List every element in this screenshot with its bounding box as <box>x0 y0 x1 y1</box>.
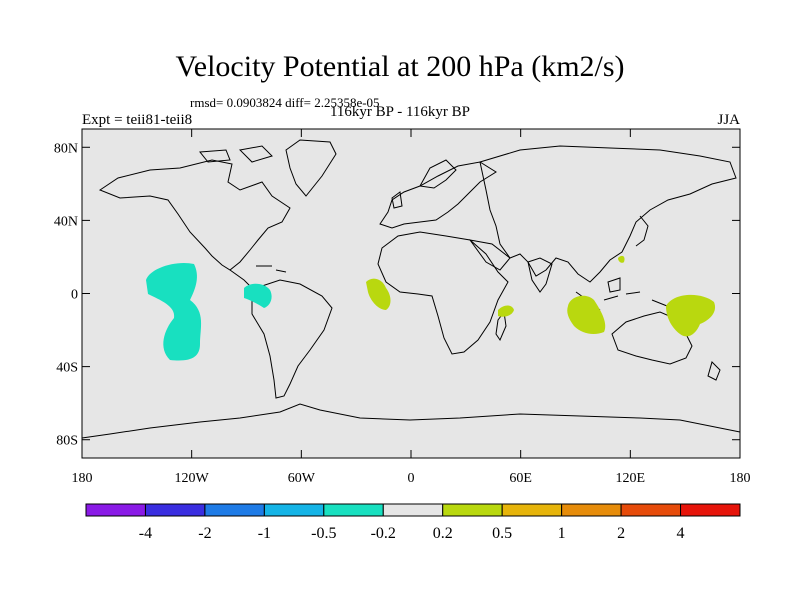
colorbar-label: 0.5 <box>492 525 512 542</box>
northern-south-america-negative <box>244 283 272 308</box>
colorbar-label: -1 <box>258 525 271 542</box>
lon-tick-label: 120E <box>616 471 646 486</box>
colorbar-label: -4 <box>139 525 152 542</box>
lon-tick-label: 60E <box>509 471 532 486</box>
western-pacific-positive <box>666 294 716 337</box>
colorbar: -4 -2 -1 -0.5 -0.2 0.2 0.5 1 2 4 <box>85 503 741 542</box>
colorbar-label: 2 <box>617 525 625 542</box>
season-label: JJA <box>717 112 740 128</box>
lon-tick-label: 120W <box>175 471 210 486</box>
anomaly-regions <box>146 255 716 361</box>
lon-tick-label: 180 <box>72 471 93 486</box>
tick-labels: 80N 40N 0 40S 80S 180 120W 60W 0 60E 120E 180 <box>54 141 751 486</box>
map-title: Velocity Potential at 200 hPa (km2/s) <box>175 50 625 83</box>
experiment-label: Expt = teii81-teii8 <box>82 112 193 128</box>
colorbar-segment <box>144 503 206 517</box>
colorbar-segment <box>323 503 384 517</box>
stats-text: rmsd= 0.0903824 diff= 2.25358e-05 <box>190 95 380 110</box>
colorbar-label: 0.2 <box>433 525 453 542</box>
lon-tick-label: 60W <box>288 471 316 486</box>
colorbar-segment <box>561 503 622 517</box>
colorbar-label: 4 <box>677 525 685 542</box>
lat-tick-label: 80S <box>56 434 78 449</box>
colorbar-label: -0.2 <box>371 525 396 542</box>
central-pacific-negative <box>146 262 202 361</box>
lon-tick-label: 180 <box>730 471 751 486</box>
colorbar-segment <box>204 503 265 517</box>
colorbar-segment <box>85 503 146 517</box>
colorbar-segment <box>382 503 444 517</box>
lat-tick-label: 40S <box>56 361 78 376</box>
period-label: 116kyr BP - 116kyr BP <box>329 104 470 120</box>
colorbar-segment <box>620 503 682 517</box>
gulf-of-guinea-positive <box>366 278 391 310</box>
axis-ticks <box>81 129 741 458</box>
east-china-sea-positive <box>618 255 625 263</box>
colorbar-segment <box>501 503 563 517</box>
colorbar-segment <box>442 503 503 517</box>
colorbar-label: -0.5 <box>311 525 336 542</box>
lat-tick-label: 40N <box>54 214 78 229</box>
lat-tick-label: 0 <box>71 288 78 303</box>
lat-tick-label: 80N <box>54 141 78 156</box>
colorbar-segment <box>680 503 741 517</box>
madagascar-positive <box>498 305 514 317</box>
colorbar-segment <box>263 503 325 517</box>
colorbar-label: -2 <box>198 525 211 542</box>
colorbar-label: 1 <box>558 525 566 542</box>
indian-ocean-positive <box>567 295 606 334</box>
lon-tick-label: 0 <box>408 471 415 486</box>
